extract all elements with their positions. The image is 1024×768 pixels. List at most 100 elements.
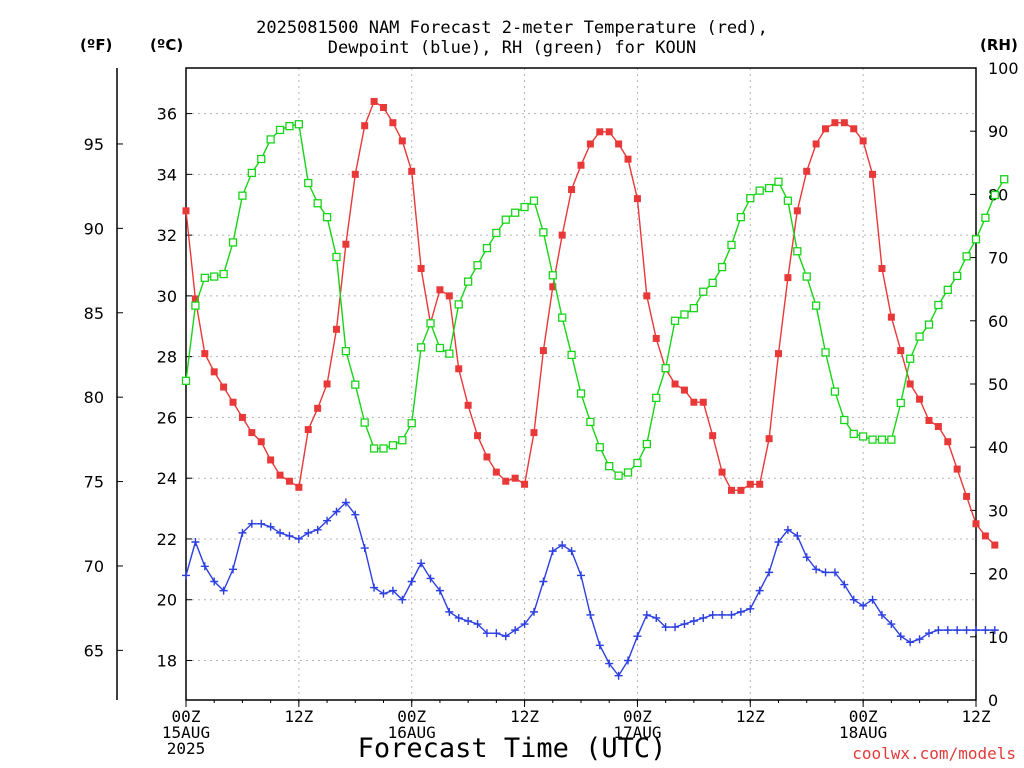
rh-point <box>257 154 266 164</box>
rh-point <box>219 269 228 279</box>
dewpoint-point <box>492 629 501 638</box>
rh-point <box>689 304 699 313</box>
rh-point <box>661 364 670 373</box>
dewpoint-point <box>633 632 642 641</box>
rh-point <box>623 468 633 477</box>
temperature-point <box>445 292 453 300</box>
rh-point <box>285 121 294 131</box>
rh-point <box>896 398 905 408</box>
dewpoint-point <box>370 583 379 592</box>
dewpoint-point <box>388 586 397 595</box>
dewpoint-point <box>906 638 915 647</box>
rh-point <box>548 271 557 280</box>
dewpoint-point <box>868 595 877 604</box>
dewpoint-point <box>454 613 463 622</box>
temperature-point <box>558 231 566 239</box>
dewpoint-point <box>511 626 520 635</box>
rh-point <box>511 208 520 217</box>
rh-point <box>407 419 416 428</box>
temperature-point <box>746 480 754 488</box>
rh-point <box>181 376 191 385</box>
dewpoint-point <box>972 626 980 635</box>
rh-point <box>670 316 680 325</box>
temperature-point <box>276 471 284 479</box>
celsius-tick-label: 20 <box>157 591 177 610</box>
dewpoint-point <box>689 617 698 625</box>
rh-point <box>830 387 840 396</box>
rh-point <box>746 194 755 203</box>
rh-point <box>388 441 398 450</box>
dewpoint-point <box>708 610 717 619</box>
dewpoint-point <box>624 656 633 665</box>
temperature-point <box>624 155 632 163</box>
rh-point <box>482 243 492 253</box>
rh-point <box>200 273 209 282</box>
rh-point <box>934 300 943 310</box>
dewpoint-point <box>520 620 529 629</box>
dewpoint-point <box>812 565 821 574</box>
rh-point <box>398 436 407 445</box>
rh-point <box>304 178 313 188</box>
celsius-tick-label: 26 <box>157 408 177 427</box>
series-layer <box>181 97 1009 680</box>
rh-point <box>943 285 952 294</box>
dewpoint-point <box>379 589 388 598</box>
temperature-point <box>577 161 585 169</box>
temperature-point <box>314 404 322 412</box>
celsius-tick-label: 28 <box>157 348 177 367</box>
rh-point <box>887 435 896 444</box>
temperature-point <box>756 480 764 488</box>
temperature-point <box>182 207 190 215</box>
dewpoint-point <box>445 607 454 616</box>
rh-point <box>962 252 971 261</box>
temperature-point <box>257 438 265 446</box>
dewpoint-point <box>793 531 802 540</box>
temperature-point <box>417 265 425 273</box>
rh-tick-label: 70 <box>988 249 1008 268</box>
dewpoint-point <box>313 525 322 534</box>
dewpoint-point <box>774 538 783 546</box>
temperature-point <box>332 325 340 333</box>
temperature-point <box>718 468 726 476</box>
temperature-point <box>285 477 293 485</box>
temperature-point <box>248 429 256 437</box>
dewpoint-point <box>341 498 350 507</box>
temperature-point <box>295 483 303 491</box>
temperature-point <box>869 170 877 178</box>
credit-link[interactable]: coolwx.com/models <box>852 744 1016 763</box>
rh-point <box>492 228 501 238</box>
rh-point <box>652 393 661 403</box>
rh-point <box>774 177 783 186</box>
celsius-unit-label: (ºC) <box>150 36 184 54</box>
rh-point <box>793 247 802 256</box>
rh-point <box>379 444 388 453</box>
rh-point <box>868 435 877 444</box>
dewpoint-point <box>323 516 332 525</box>
temperature-point <box>643 292 651 300</box>
x-tick-label: 17AUG <box>613 723 661 742</box>
dewpoint-point <box>934 626 943 635</box>
temperature-point <box>380 104 387 111</box>
temperature-point <box>615 140 623 148</box>
temperature-point <box>803 167 811 175</box>
dewpoint-point <box>191 538 200 546</box>
dewpoint-point <box>558 541 567 550</box>
temperature-point <box>812 140 820 148</box>
dewpoint-point <box>219 586 228 595</box>
rh-point <box>473 261 482 270</box>
dewpoint-point <box>840 580 849 589</box>
rh-tick-label: 100 <box>988 59 1019 78</box>
rh-point <box>699 287 708 296</box>
dewpoint-point <box>417 559 426 568</box>
temperature-point <box>530 429 538 437</box>
rh-point <box>680 310 689 319</box>
temperature-point <box>210 368 218 376</box>
rh-point <box>238 191 247 200</box>
x-tick-label: 18AUG <box>839 723 887 742</box>
rh-point <box>416 343 426 352</box>
temperature-point <box>492 468 500 476</box>
axes <box>116 67 977 707</box>
temperature-point <box>238 413 246 421</box>
fahrenheit-tick-label: 65 <box>84 641 104 660</box>
